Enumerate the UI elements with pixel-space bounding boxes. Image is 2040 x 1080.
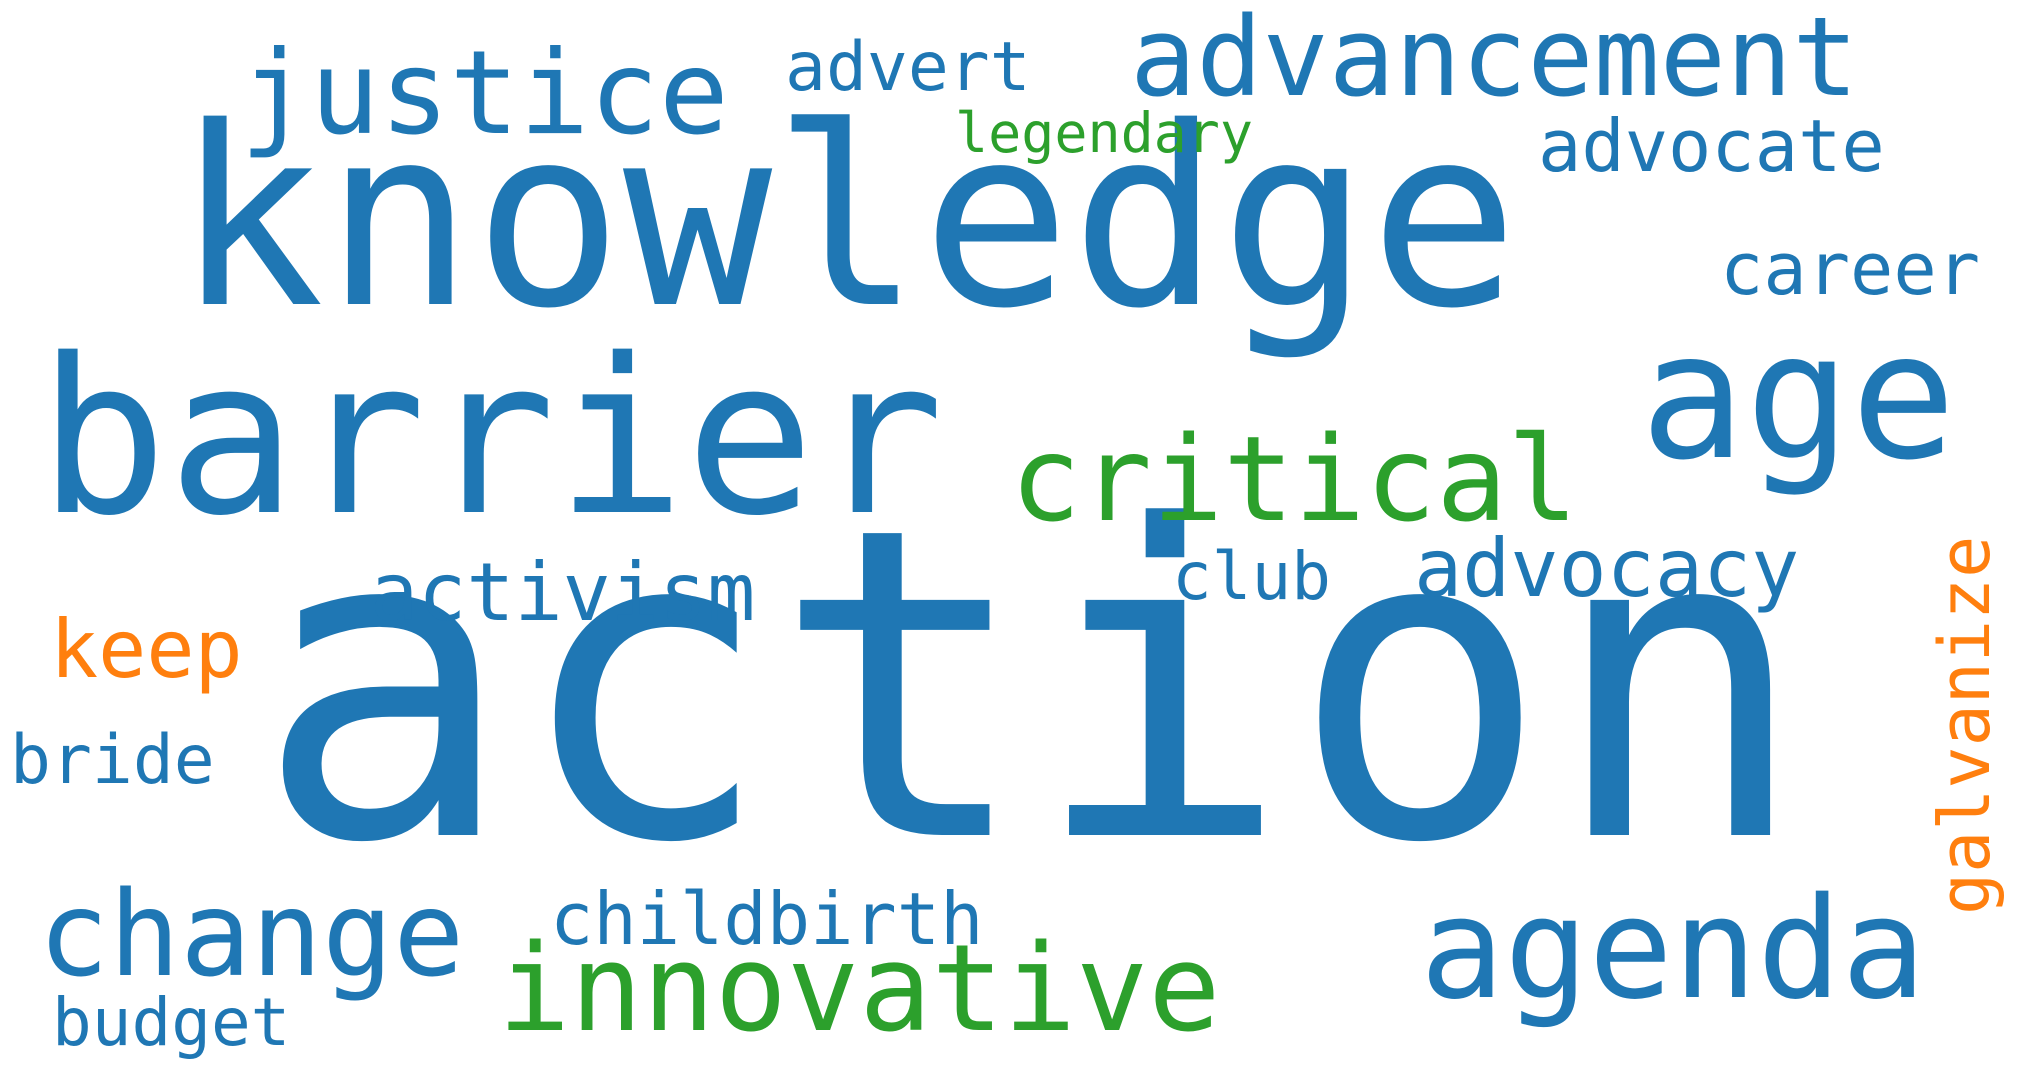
word-age: age: [1640, 296, 1957, 499]
word-bride: bride: [10, 721, 215, 800]
word-advocate: advocate: [1538, 104, 1885, 188]
word-innovative: innovative: [498, 920, 1221, 1059]
word-career: career: [1720, 227, 1981, 311]
word-activism: activism: [370, 546, 756, 639]
word-knowledge: knowledge: [175, 75, 1519, 363]
word-advert: advert: [785, 28, 1031, 107]
word-advancement: advancement: [1130, 0, 1859, 121]
word-club: club: [1172, 538, 1331, 615]
word-childbirth: childbirth: [550, 877, 984, 961]
word-legendary: legendary: [955, 101, 1254, 165]
word-advocacy: advocacy: [1414, 522, 1800, 615]
word-justice: justice: [240, 26, 729, 161]
word-action: action: [255, 437, 1809, 937]
word-change: change: [38, 865, 465, 1003]
word-budget: budget: [52, 984, 291, 1061]
word-barrier: barrier: [38, 312, 945, 563]
word-agenda: agenda: [1420, 868, 1926, 1031]
word-critical: critical: [1010, 410, 1579, 548]
word-keep: keep: [50, 603, 243, 696]
word-galvanize: galvanize: [1924, 535, 2006, 915]
